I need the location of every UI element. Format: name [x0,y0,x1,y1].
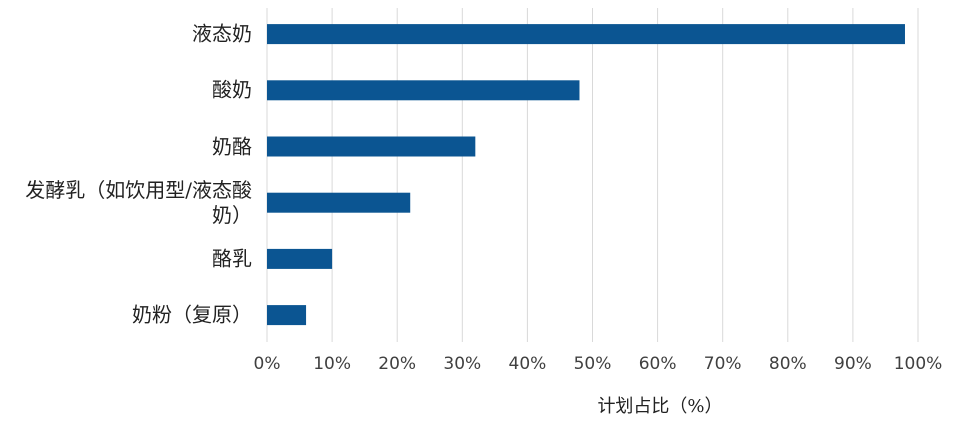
x-tick-label: 90% [834,354,872,374]
bar [267,305,307,326]
x-tick-label: 60% [639,354,677,374]
y-tick-label: 酪乳 [212,246,252,271]
bar [267,248,333,269]
x-tick-label: 40% [509,354,547,374]
y-tick-label: 酸奶 [212,77,252,102]
x-tick-label: 0% [254,354,281,374]
bar [267,136,476,157]
bar [267,192,411,213]
x-tick-label: 80% [769,354,807,374]
x-tick-label: 50% [574,354,612,374]
x-tick-label: 20% [378,354,416,374]
y-tick-label: 发酵乳（如饮用型/液态酸奶） [25,177,252,227]
x-axis-title: 计划占比（%） [597,396,722,417]
y-tick-label: 液态奶 [192,21,252,46]
x-tick-label: 30% [443,354,481,374]
x-tick-label: 100% [894,354,943,374]
bar [267,24,905,45]
bar [267,80,580,101]
x-tick-label: 10% [313,354,351,374]
y-tick-label: 奶酪 [212,134,252,158]
y-tick-label: 奶粉（复原） [132,302,252,327]
x-tick-label: 70% [704,354,742,374]
